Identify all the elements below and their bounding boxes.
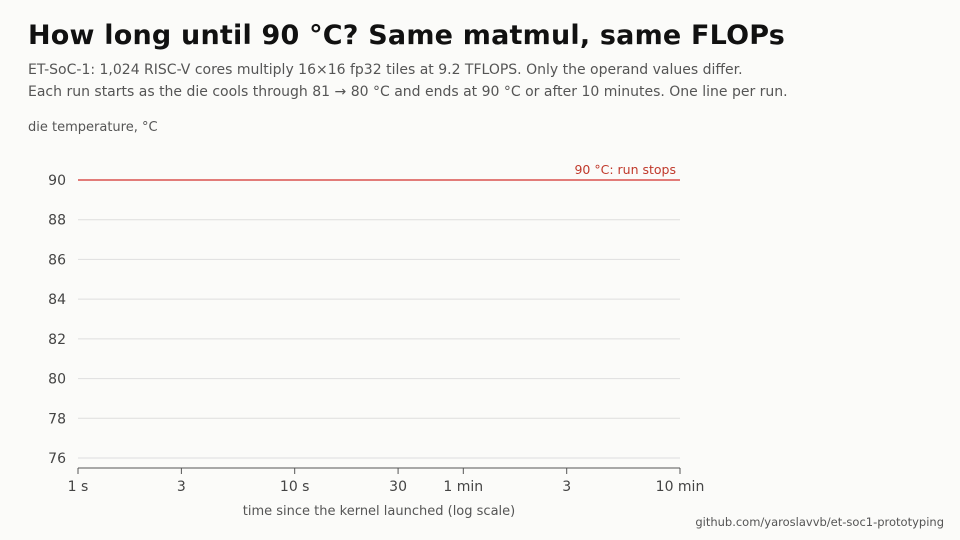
y-tick-label-80: 80 bbox=[48, 372, 66, 388]
x-tick-label-180: 3 bbox=[562, 479, 571, 495]
chart-subtitle-line-1: ET-SoC-1: 1,024 RISC-V cores multiply 16… bbox=[28, 62, 743, 78]
y-tick-label-84: 84 bbox=[48, 292, 66, 308]
chart-subtitle-line-2: Each run starts as the die cools through… bbox=[28, 84, 788, 100]
y-tick-label-86: 86 bbox=[48, 252, 66, 268]
grid-lines bbox=[78, 219, 680, 459]
reference-line-label: 90 °C: run stops bbox=[574, 162, 676, 177]
x-axis bbox=[77, 467, 681, 474]
y-tick-label-76: 76 bbox=[48, 451, 66, 467]
y-axis-title: die temperature, °C bbox=[28, 120, 158, 135]
y-tick-label-90: 90 bbox=[48, 173, 66, 189]
y-tick-label-88: 88 bbox=[48, 213, 66, 229]
x-tick-label-3: 3 bbox=[177, 479, 186, 495]
y-tick-label-82: 82 bbox=[48, 332, 66, 348]
reference-line-group: 90 °C: run stops bbox=[78, 162, 680, 181]
source-credit: github.com/yaroslavvb/et-soc1-prototypin… bbox=[695, 515, 944, 529]
x-tick-label-600: 10 min bbox=[656, 479, 705, 495]
x-tick-label-10: 10 s bbox=[280, 479, 310, 495]
x-tick-label-30: 30 bbox=[389, 479, 407, 495]
chart-title: How long until 90 °C? Same matmul, same … bbox=[28, 20, 786, 51]
x-axis-title: time since the kernel launched (log scal… bbox=[243, 504, 515, 519]
x-axis-tick-labels: 1 s 3 10 s 30 1 min 3 10 min bbox=[68, 479, 705, 495]
x-tick-label-60: 1 min bbox=[443, 479, 483, 495]
x-tick-label-1: 1 s bbox=[68, 479, 89, 495]
y-axis-tick-labels: 76 78 80 82 84 86 88 90 bbox=[48, 173, 66, 467]
y-tick-label-78: 78 bbox=[48, 411, 66, 427]
